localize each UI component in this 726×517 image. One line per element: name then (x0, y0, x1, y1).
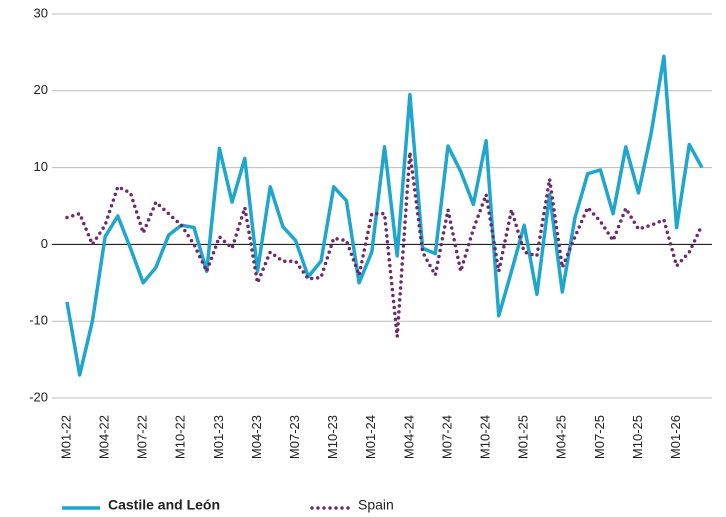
x-tick-label: M07-23 (287, 415, 302, 459)
x-tick-label: M01-22 (58, 415, 73, 459)
x-tick-label: M10-23 (325, 415, 340, 459)
x-tick-label: M07-25 (592, 415, 607, 459)
x-tick-label: M07-22 (135, 415, 150, 459)
y-tick-label: 20 (34, 82, 48, 97)
x-tick-label: M07-24 (439, 415, 454, 459)
series-line (65, 54, 704, 377)
x-tick-label: M10-22 (173, 415, 188, 459)
y-tick-label: 30 (34, 5, 48, 20)
y-tick-label: -10 (29, 313, 48, 328)
x-tick-label: M01-25 (516, 415, 531, 459)
y-tick-label: 10 (34, 159, 48, 174)
x-tick-label: M01-24 (363, 415, 378, 459)
x-tick-label: M04-22 (97, 415, 112, 459)
y-tick-label: -20 (29, 389, 48, 404)
x-tick-label: M01-26 (668, 415, 683, 459)
series-line (65, 150, 704, 339)
legend-label: Spain (358, 497, 394, 513)
x-tick-label: M04-23 (249, 415, 264, 459)
x-tick-label: M04-25 (554, 415, 569, 459)
x-tick-label: M04-24 (401, 415, 416, 459)
y-tick-label: 0 (41, 236, 48, 251)
x-tick-label: M01-23 (211, 415, 226, 459)
x-tick-label: M10-25 (630, 415, 645, 459)
legend-label: Castile and León (108, 497, 220, 513)
x-tick-label: M10-24 (478, 415, 493, 459)
